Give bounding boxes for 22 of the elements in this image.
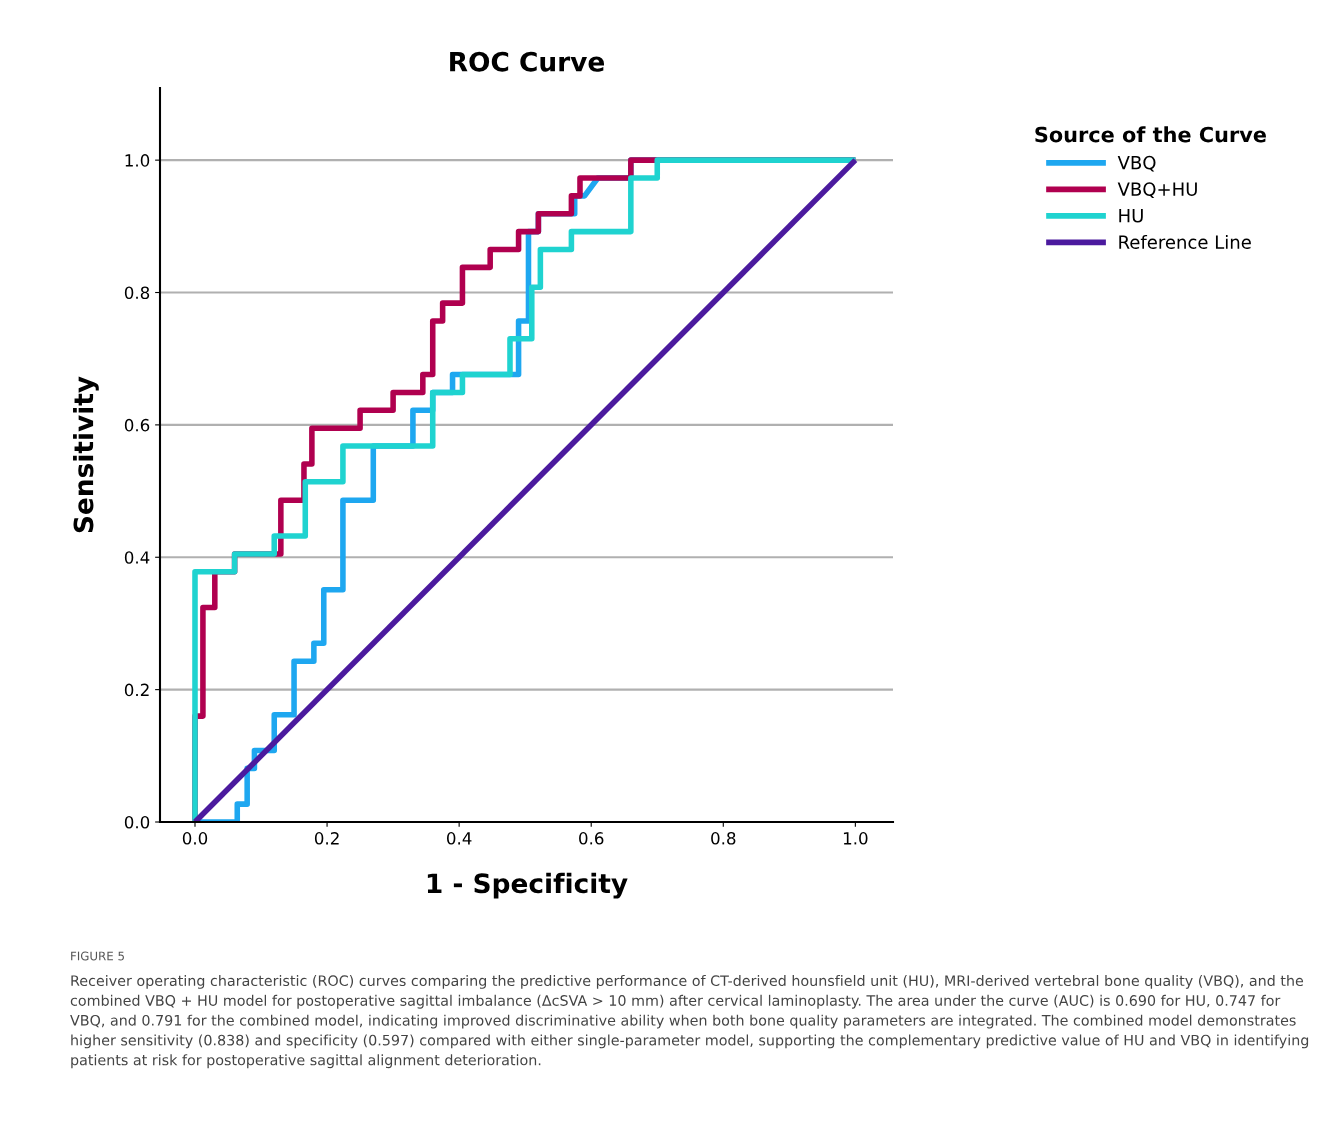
x-tick-label: 1.0 [843, 832, 868, 845]
legend-label: HU [1119, 209, 1143, 223]
x-tick-label: 0.2 [314, 832, 339, 845]
legend-label: Reference Line [1119, 234, 1251, 249]
y-tick-label: 0.4 [124, 551, 150, 564]
legend-label: VBQ [1117, 155, 1156, 172]
x-tick-label: 0.4 [446, 832, 472, 845]
y-tick-label: 0.2 [124, 683, 149, 697]
x-axis-title: 1 - Specificity [427, 872, 628, 899]
legend-label: VBQ+HU [1117, 182, 1197, 199]
text: Receiver operating characteristic (ROC) curves comparing the predictive performance of CT-derived hounsfield unit (HU), MRI-derived vertebral bone quality (VBQ), and the combined VBQ + HU model for postoperative sagittal imbalance (ΔcSVA > 10 mm) after cervical laminoplasty. The area under the curve (AUC) is 0.690 for HU, 0.747 for VBQ, and 0.791 for the combined model, indicating improved discriminative ability when both bone quality parameters are integrated. The combined model demonstrates higher sensitivity (0.838) and specificity (0.597) compared with either single-parameter model, supporting the complementary predictive value of HU and VBQ in identifying patients at risk for postoperative sagittal alignment deterioration. [70, 975, 1309, 1069]
x-tick-label: 0.8 [711, 832, 736, 845]
x-tick-label: 0.6 [579, 832, 604, 845]
y-tick-label: 0.8 [124, 286, 150, 300]
y-tick-label: 0.6 [124, 418, 150, 432]
chart-title: ROC Curve [450, 51, 605, 72]
y-axis-title: Sensitivity [73, 376, 99, 533]
legend-title: Source of the Curve [1035, 126, 1266, 143]
y-tick-label: 0.0 [124, 815, 150, 829]
y-tick-label: 1.0 [125, 154, 150, 167]
x-tick-label: 0.0 [182, 832, 208, 845]
caption: FIGURE 5 [71, 951, 124, 961]
